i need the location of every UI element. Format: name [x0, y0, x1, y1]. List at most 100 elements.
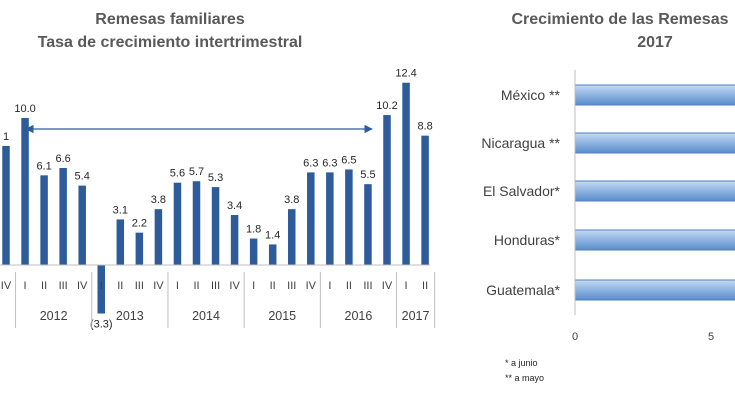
bar-value-label-5: (3.3) [90, 319, 113, 331]
country-label-3: Honduras* [494, 232, 561, 248]
quarter-tick-18: II [346, 280, 352, 292]
bar-9 [173, 182, 182, 265]
right-value-axis: 0510 [572, 70, 714, 343]
bar-22 [421, 135, 429, 265]
bar-12 [230, 215, 239, 265]
left-chart-title-line1: Remesas familiares [95, 11, 245, 28]
quarter-tick-14: II [270, 280, 276, 292]
bar-1 [21, 118, 29, 265]
bar-2 [40, 175, 48, 265]
bar-20 [383, 115, 391, 265]
bar-value-label-20: 10.2 [376, 100, 397, 112]
bar-value-label-22: 8.8 [417, 121, 432, 133]
country-bar-2 [574, 180, 735, 202]
bar-value-label-15: 3.8 [284, 194, 299, 206]
country-label-1: Nicaragua ** [481, 135, 560, 151]
bar-3 [59, 167, 67, 265]
bar-value-label-3: 6.6 [56, 153, 71, 165]
bar-value-label-18: 6.5 [341, 154, 356, 166]
right-bars: México **6.3Nicaragua **7.7El Salvador*1… [481, 84, 735, 301]
bar-value-label-11: 5.3 [208, 172, 223, 184]
bar-value-label-19: 5.5 [360, 169, 375, 181]
quarter-tick-1: I [24, 280, 27, 292]
x-tick-0: 0 [572, 331, 578, 343]
bar-value-label-16: 6.3 [303, 157, 318, 169]
quarter-tick-6: II [117, 280, 123, 292]
bar-value-label-0: 1 [3, 131, 9, 143]
quarter-tick-0: IV [1, 280, 12, 292]
year-label-1: 2013 [116, 309, 144, 323]
bar-value-label-21: 12.4 [395, 68, 416, 80]
quarter-tick-5: I [100, 280, 103, 292]
left-chart: Remesas familiares Tasa de crecimiento i… [0, 11, 436, 331]
bar-value-label-13: 1.8 [246, 224, 261, 236]
bar-value-label-17: 6.3 [322, 157, 337, 169]
quarter-tick-2: II [41, 280, 47, 292]
bar-16 [307, 172, 315, 265]
bar-value-label-8: 3.8 [151, 194, 166, 206]
country-bar-3 [574, 229, 735, 251]
bar-7 [135, 232, 144, 265]
left-category-axis: IV I II III IV I II III IV I II III IV I II III IV I II III… [0, 264, 436, 328]
country-bar-0 [574, 84, 735, 106]
quarter-tick-22: II [422, 280, 428, 292]
bar-value-label-4: 5.4 [75, 171, 90, 183]
bar-value-label-9: 5.6 [170, 168, 185, 180]
year-label-2: 2014 [192, 309, 220, 323]
quarter-tick-21: I [405, 280, 408, 292]
right-chart-title-line2: 2017 [637, 34, 673, 51]
quarter-tick-9: I [176, 280, 179, 292]
quarter-tick-19: III [363, 280, 372, 292]
bar-value-label-6: 3.1 [113, 204, 128, 216]
country-bar-1 [574, 132, 735, 154]
bar-value-label-1: 10.0 [14, 103, 35, 115]
quarter-tick-8: IV [153, 280, 164, 292]
country-label-2: El Salvador* [483, 183, 561, 199]
bar-0 [2, 145, 10, 265]
footnote-june: * a junio [505, 358, 538, 368]
bar-15 [288, 209, 296, 265]
bar-value-label-14: 1.4 [265, 229, 280, 241]
bar-21 [402, 82, 410, 265]
footnote-may: ** a mayo [505, 373, 544, 383]
bar-17 [326, 172, 334, 265]
quarter-tick-7: III [135, 280, 144, 292]
bar-4 [78, 185, 86, 265]
right-chart: Crecimiento de las Remesas 2017 México *… [481, 11, 735, 383]
left-chart-title-line2: Tasa de crecimiento intertrimestral [38, 34, 303, 51]
year-label-5: 2017 [402, 309, 430, 323]
quarter-tick-20: IV [382, 280, 393, 292]
year-label-4: 2016 [345, 309, 373, 323]
quarter-tick-4: IV [77, 280, 88, 292]
bar-18 [345, 169, 353, 265]
bar-6 [116, 219, 125, 265]
bar-13 [249, 238, 258, 265]
left-bars [2, 82, 429, 314]
bar-10 [192, 181, 201, 265]
quarter-tick-13: I [252, 280, 255, 292]
quarter-tick-17: I [328, 280, 331, 292]
quarter-tick-16: IV [306, 280, 317, 292]
country-label-0: México ** [501, 87, 561, 103]
x-tick-1: 5 [708, 331, 714, 343]
country-bar-4 [574, 279, 735, 301]
quarter-tick-15: III [287, 280, 296, 292]
year-label-3: 2015 [268, 309, 296, 323]
bar-value-label-7: 2.2 [132, 218, 147, 230]
bar-19 [364, 184, 372, 265]
quarter-tick-11: III [211, 280, 220, 292]
bar-value-label-10: 5.7 [189, 166, 204, 178]
bar-5 [97, 265, 105, 314]
bar-value-label-12: 3.4 [227, 200, 242, 212]
bar-11 [211, 187, 220, 265]
quarter-tick-10: II [193, 280, 199, 292]
bar-14 [268, 244, 277, 265]
country-label-4: Guatemala* [486, 282, 560, 298]
quarter-tick-3: III [59, 280, 68, 292]
left-value-labels: 1 10.0 6.1 6.6 5.4 (3.3) 3.1 2.2 3.8 5.6 5.7 5.3 3.4… [3, 68, 433, 331]
right-chart-title-line1: Crecimiento de las Remesas [512, 11, 729, 28]
quarter-tick-12: IV [229, 280, 240, 292]
year-label-0: 2012 [40, 309, 68, 323]
bar-8 [154, 209, 163, 265]
